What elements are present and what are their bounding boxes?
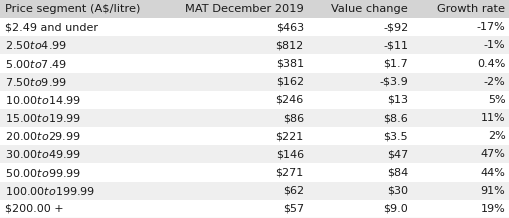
Text: $50.00 to $99.99: $50.00 to $99.99	[5, 167, 81, 179]
Text: $200.00 +: $200.00 +	[5, 204, 63, 214]
Text: $62: $62	[282, 186, 304, 196]
Text: $20.00 to $29.99: $20.00 to $29.99	[5, 130, 80, 142]
Text: $3.5: $3.5	[384, 131, 408, 141]
Text: $1.7: $1.7	[383, 59, 408, 69]
Text: $162: $162	[276, 77, 304, 87]
Text: $381: $381	[276, 59, 304, 69]
Bar	[0, 164, 509, 182]
Text: $2.49 and under: $2.49 and under	[5, 22, 98, 32]
Text: 19%: 19%	[480, 204, 505, 214]
Text: $100.00 to $199.99: $100.00 to $199.99	[5, 185, 95, 197]
Text: $57: $57	[282, 204, 304, 214]
Text: $10.00 to $14.99: $10.00 to $14.99	[5, 94, 81, 106]
Bar	[0, 91, 509, 109]
Text: $812: $812	[275, 40, 304, 50]
Text: $47: $47	[387, 149, 408, 159]
Text: Price segment (A$/litre): Price segment (A$/litre)	[5, 4, 140, 14]
Text: Growth rate: Growth rate	[437, 4, 505, 14]
Text: $86: $86	[282, 113, 304, 123]
Text: -1%: -1%	[484, 40, 505, 50]
Text: Value change: Value change	[331, 4, 408, 14]
Bar	[0, 182, 509, 200]
Bar	[0, 109, 509, 127]
Bar	[0, 200, 509, 218]
Text: $30: $30	[387, 186, 408, 196]
Text: 11%: 11%	[481, 113, 505, 123]
Text: -$3.9: -$3.9	[380, 77, 408, 87]
Text: MAT December 2019: MAT December 2019	[185, 4, 304, 14]
Text: 2%: 2%	[488, 131, 505, 141]
Text: $13: $13	[387, 95, 408, 105]
Text: $9.0: $9.0	[383, 204, 408, 214]
Text: $8.6: $8.6	[383, 113, 408, 123]
Text: $463: $463	[276, 22, 304, 32]
Text: 5%: 5%	[488, 95, 505, 105]
Text: $2.50 to $4.99: $2.50 to $4.99	[5, 39, 67, 51]
Text: 44%: 44%	[480, 168, 505, 178]
Text: -17%: -17%	[477, 22, 505, 32]
Text: 0.4%: 0.4%	[477, 59, 505, 69]
Bar	[0, 36, 509, 54]
Text: $5.00 to $7.49: $5.00 to $7.49	[5, 58, 67, 70]
Text: $146: $146	[276, 149, 304, 159]
Text: $221: $221	[275, 131, 304, 141]
Text: $246: $246	[275, 95, 304, 105]
Text: 91%: 91%	[480, 186, 505, 196]
Bar	[0, 73, 509, 91]
Bar	[0, 145, 509, 164]
Bar	[0, 127, 509, 145]
Text: $84: $84	[387, 168, 408, 178]
Text: -$11: -$11	[383, 40, 408, 50]
Text: $15.00 to $19.99: $15.00 to $19.99	[5, 112, 81, 124]
Text: 47%: 47%	[480, 149, 505, 159]
Text: -$92: -$92	[383, 22, 408, 32]
Bar	[0, 54, 509, 73]
Bar	[0, 18, 509, 36]
Bar	[0, 0, 509, 18]
Text: $271: $271	[275, 168, 304, 178]
Text: -2%: -2%	[484, 77, 505, 87]
Text: $30.00 to $49.99: $30.00 to $49.99	[5, 148, 81, 160]
Text: $7.50 to $9.99: $7.50 to $9.99	[5, 76, 67, 88]
